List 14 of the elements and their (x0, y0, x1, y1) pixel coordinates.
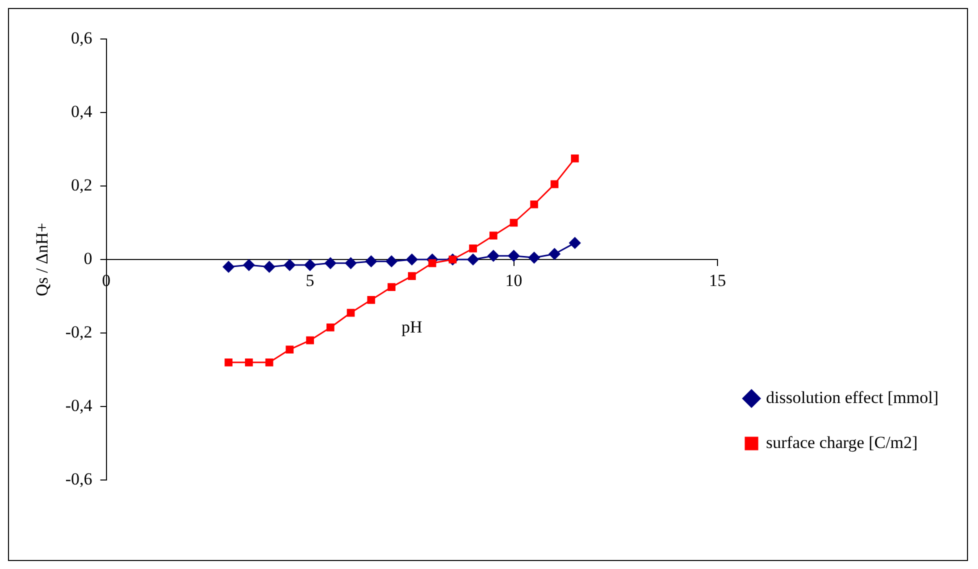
y-tick-label: -0,4 (65, 396, 93, 415)
x-tick-label: 5 (306, 271, 314, 290)
y-tick-label: 0,2 (71, 175, 92, 194)
legend-label: dissolution effect [mmol] (766, 388, 938, 407)
y-tick-label: 0 (84, 248, 92, 268)
x-tick-label: 10 (505, 271, 522, 290)
x-tick-label: 15 (709, 271, 726, 290)
y-tick-label: 0,4 (71, 102, 93, 121)
y-tick-label: -0,6 (65, 469, 92, 488)
y-tick-label: -0,2 (65, 322, 92, 342)
y-tick-label: 0,6 (71, 28, 92, 48)
legend-label: surface charge [C/m2] (766, 432, 918, 452)
x-axis-title: pH (402, 318, 422, 337)
y-axis-title: Qs / ΔnH+ (32, 222, 52, 296)
